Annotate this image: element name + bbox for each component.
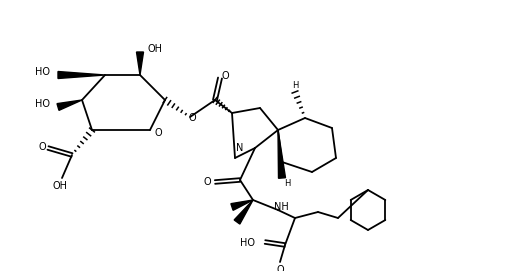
Text: HO: HO xyxy=(35,99,50,109)
Polygon shape xyxy=(58,72,105,79)
Text: N: N xyxy=(236,143,244,153)
Text: NH: NH xyxy=(274,202,288,212)
Text: O: O xyxy=(154,128,162,138)
Text: O: O xyxy=(38,142,46,152)
Polygon shape xyxy=(231,200,253,210)
Polygon shape xyxy=(234,200,253,224)
Text: O: O xyxy=(276,265,284,271)
Text: HO: HO xyxy=(240,238,255,248)
Text: HO: HO xyxy=(35,67,50,77)
Text: OH: OH xyxy=(52,181,68,191)
Text: H: H xyxy=(292,80,298,89)
Text: H: H xyxy=(284,179,290,189)
Polygon shape xyxy=(136,52,143,75)
Text: O: O xyxy=(203,177,211,187)
Text: OH: OH xyxy=(148,44,163,54)
Text: O: O xyxy=(221,71,229,81)
Text: O: O xyxy=(188,113,196,123)
Polygon shape xyxy=(57,100,82,110)
Polygon shape xyxy=(278,130,286,178)
